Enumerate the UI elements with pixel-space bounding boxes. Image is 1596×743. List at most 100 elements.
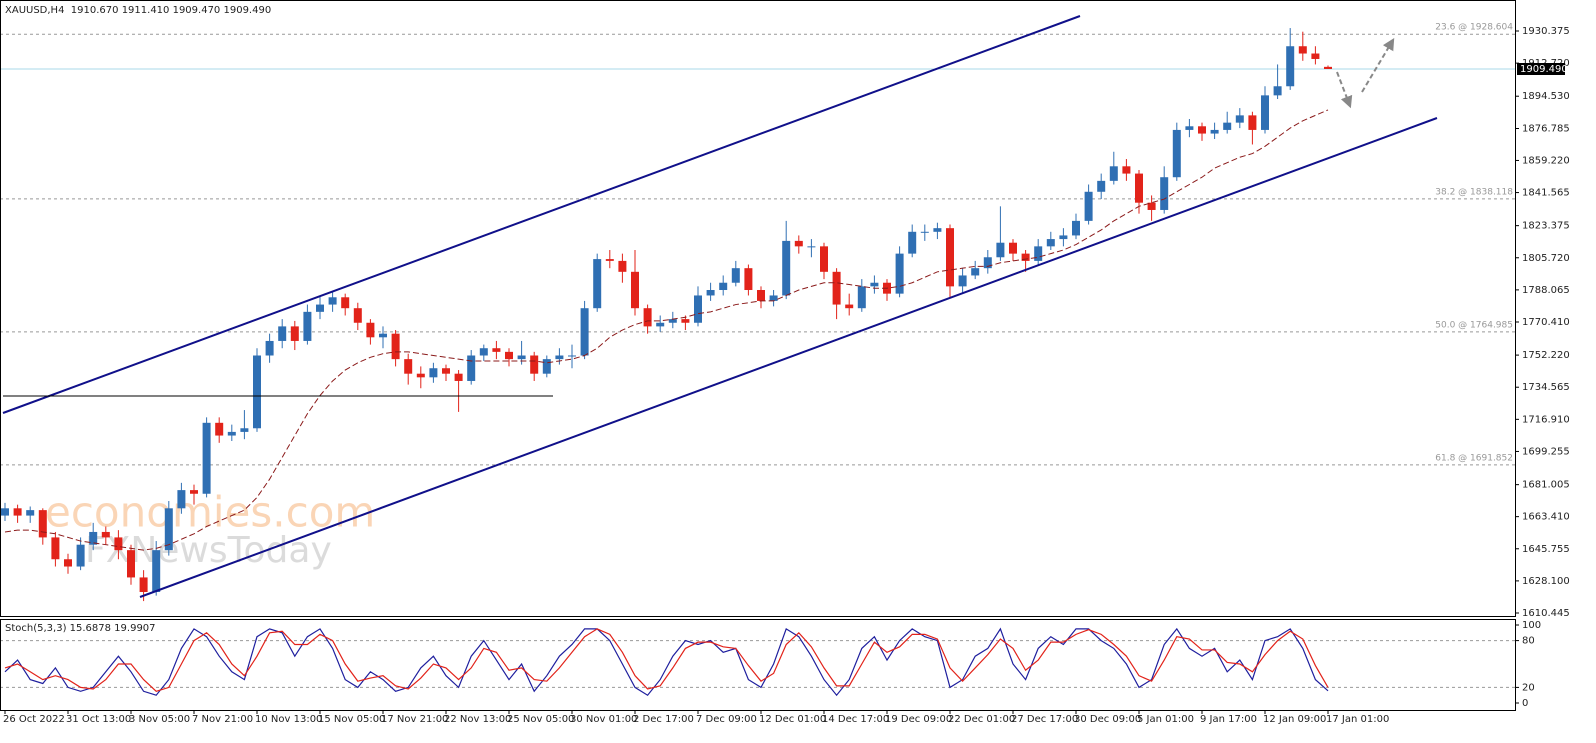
- y-tick-label: 1681.005: [1522, 480, 1570, 491]
- candle-body: [240, 428, 249, 432]
- candle-body: [593, 259, 602, 309]
- candle-body: [870, 282, 879, 287]
- candle-body: [782, 240, 791, 296]
- candle-body: [1324, 66, 1332, 70]
- price-pane-border: [0, 0, 1516, 617]
- candle-body: [253, 355, 261, 429]
- y-tick-label: 1610.445: [1522, 608, 1570, 619]
- channel-lower: [139, 117, 1438, 598]
- current-price-box: [1517, 63, 1565, 76]
- candle-body: [1097, 180, 1106, 192]
- candle-body: [164, 508, 173, 551]
- x-tick-label: 25 Nov 05:00: [507, 714, 574, 725]
- candle-body: [631, 271, 639, 309]
- y-tick-label: 1859.220: [1522, 155, 1570, 166]
- candle-body: [1185, 126, 1194, 130]
- candle-body: [1, 508, 9, 516]
- candle-body: [379, 333, 387, 338]
- candle-body: [467, 355, 476, 381]
- candle-body: [1147, 202, 1156, 210]
- candle-body: [618, 260, 627, 272]
- y-tick-label: 1823.375: [1522, 221, 1570, 232]
- stoch-line: [4, 628, 1329, 692]
- candle-body: [479, 348, 488, 356]
- moving-average: [4, 109, 1329, 551]
- candle-body: [152, 550, 161, 592]
- y-tick-label: 1628.100: [1522, 576, 1570, 587]
- candle-body: [1210, 129, 1219, 134]
- arrow-down: [1336, 71, 1353, 109]
- candle-body: [996, 242, 1005, 258]
- candle-body: [1046, 239, 1055, 247]
- x-tick-label: 12 Jan 09:00: [1263, 714, 1326, 725]
- arrow-up: [1361, 37, 1395, 93]
- channel-upper: [2, 15, 1081, 414]
- y-tick-label: 1734.565: [1522, 382, 1570, 393]
- candle-body: [1198, 126, 1206, 134]
- stoch-pane-border: [0, 619, 1516, 711]
- x-tick-label: 31 Oct 13:00: [66, 714, 131, 725]
- candle-body: [568, 355, 576, 357]
- candle-body: [1109, 166, 1118, 181]
- candle-body: [1235, 115, 1244, 123]
- candle-body: [114, 537, 123, 551]
- candle-body: [442, 368, 450, 374]
- candle-body: [391, 333, 400, 360]
- candle-body: [429, 368, 438, 378]
- candle-body: [89, 531, 98, 545]
- candle-body: [1135, 173, 1143, 203]
- candle-body: [328, 297, 337, 305]
- candle-body: [303, 311, 312, 341]
- x-tick-label: 9 Jan 17:00: [1200, 714, 1257, 725]
- candle-body: [38, 510, 47, 538]
- y-tick-label: 1699.255: [1522, 446, 1570, 457]
- y-tick-label: 1788.065: [1522, 285, 1570, 296]
- x-tick-label: 7 Nov 21:00: [192, 714, 253, 725]
- candle-body: [744, 268, 753, 291]
- x-tick-label: 2 Dec 17:00: [633, 714, 694, 725]
- candle-body: [278, 326, 287, 341]
- candle-body: [1122, 166, 1131, 174]
- candle-body: [341, 297, 350, 309]
- candle-body: [492, 348, 501, 352]
- candle-body: [933, 228, 942, 232]
- x-tick-label: 10 Nov 13:00: [255, 714, 322, 725]
- x-tick-label: 19 Dec 09:00: [885, 714, 952, 725]
- symbol-header: XAUUSD,H4 1910.670 1911.410 1909.470 190…: [5, 5, 271, 16]
- candle-body: [404, 359, 413, 374]
- stoch-header: Stoch(5,3,3) 15.6878 19.9907: [5, 623, 156, 634]
- candle-body: [177, 490, 186, 509]
- candle-body: [454, 373, 463, 381]
- candle-body: [643, 308, 652, 327]
- y-tick-label: 1841.565: [1522, 188, 1570, 199]
- candle-body: [820, 246, 828, 272]
- candle-body: [555, 355, 564, 360]
- y-tick-label: 1876.785: [1522, 123, 1570, 134]
- candle-body: [1059, 235, 1068, 240]
- candle-body: [895, 253, 904, 294]
- candle-body: [215, 422, 224, 436]
- x-tick-label: 7 Dec 09:00: [696, 714, 757, 725]
- candle-body: [794, 240, 803, 247]
- candle-body: [857, 286, 866, 309]
- candle-body: [1034, 246, 1043, 261]
- candle-body: [76, 544, 85, 567]
- candle-body: [530, 355, 539, 374]
- candle-body: [1021, 253, 1030, 261]
- x-tick-label: 3 Nov 05:00: [129, 714, 190, 725]
- x-tick-label: 17 Jan 01:00: [1326, 714, 1389, 725]
- candle-body: [908, 231, 917, 254]
- x-tick-label: 30 Nov 01:00: [570, 714, 637, 725]
- candle-body: [202, 422, 211, 494]
- candle-body: [605, 259, 614, 261]
- candle-body: [101, 531, 110, 538]
- fib-label: 23.6 @ 1928.604: [1435, 23, 1513, 33]
- stoch-tick-label: 80: [1522, 636, 1535, 647]
- candle-body: [1223, 122, 1232, 130]
- candle-body: [316, 304, 324, 312]
- y-tick-label: 1752.220: [1522, 350, 1570, 361]
- stoch-tick-label: 0: [1522, 698, 1528, 709]
- current-price-label: 1909.490: [1520, 64, 1568, 75]
